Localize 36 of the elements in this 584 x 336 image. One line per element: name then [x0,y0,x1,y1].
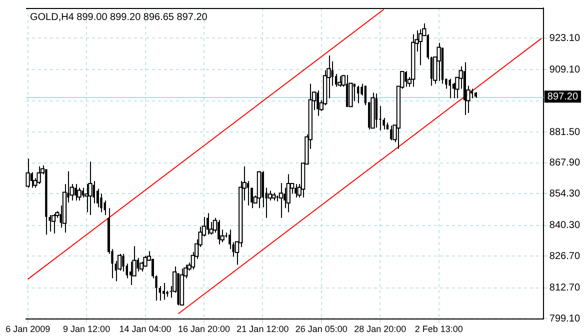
x-tick-label: 6 Jan 2009 [6,324,50,334]
ref-line-label: 897.20 [547,91,578,102]
candlestick [88,161,92,216]
candlestick [268,190,272,201]
y-tick-label: 909.10 [549,64,580,76]
candlestick [26,158,30,188]
x-tick-label: 28 Jan 20:00 [354,324,406,334]
candlestick [370,92,375,129]
candlestick [51,214,56,234]
y-tick-label: 812.70 [549,282,580,294]
x-tick-label: 21 Jan 12:00 [236,324,289,334]
y-tick-label: 840.30 [549,220,580,232]
candlestick [338,76,342,88]
y-tick-label: 826.70 [549,250,580,262]
x-tick-label: 26 Jan 05:00 [295,324,348,334]
candlestick [256,170,262,209]
candlestick [278,182,284,218]
y-tick-label: 923.10 [549,32,580,44]
candlestick [436,42,441,82]
candlestick [411,34,416,88]
y-tick-label: 881.50 [549,126,580,138]
x-tick-label: 2 Feb 13:00 [414,324,463,334]
candlestick [77,187,82,201]
candlestick [286,174,290,213]
y-tick-label: 854.30 [549,188,580,200]
candlestick [143,255,148,268]
candlestick [36,166,41,184]
x-tick-label: 16 Jan 20:00 [178,324,230,334]
x-tick-label: 14 Jan 04:00 [119,324,172,334]
chart-title: GOLD,H4 899.00 899.20 896.65 897.20 [30,12,208,23]
candlestick [139,261,144,272]
candlestick [180,268,184,306]
y-tick-label: 867.90 [549,158,580,169]
x-tick-label: 9 Jan 12:00 [63,324,110,334]
y-tick-label: 799.10 [549,313,580,324]
candlestick [418,28,423,66]
